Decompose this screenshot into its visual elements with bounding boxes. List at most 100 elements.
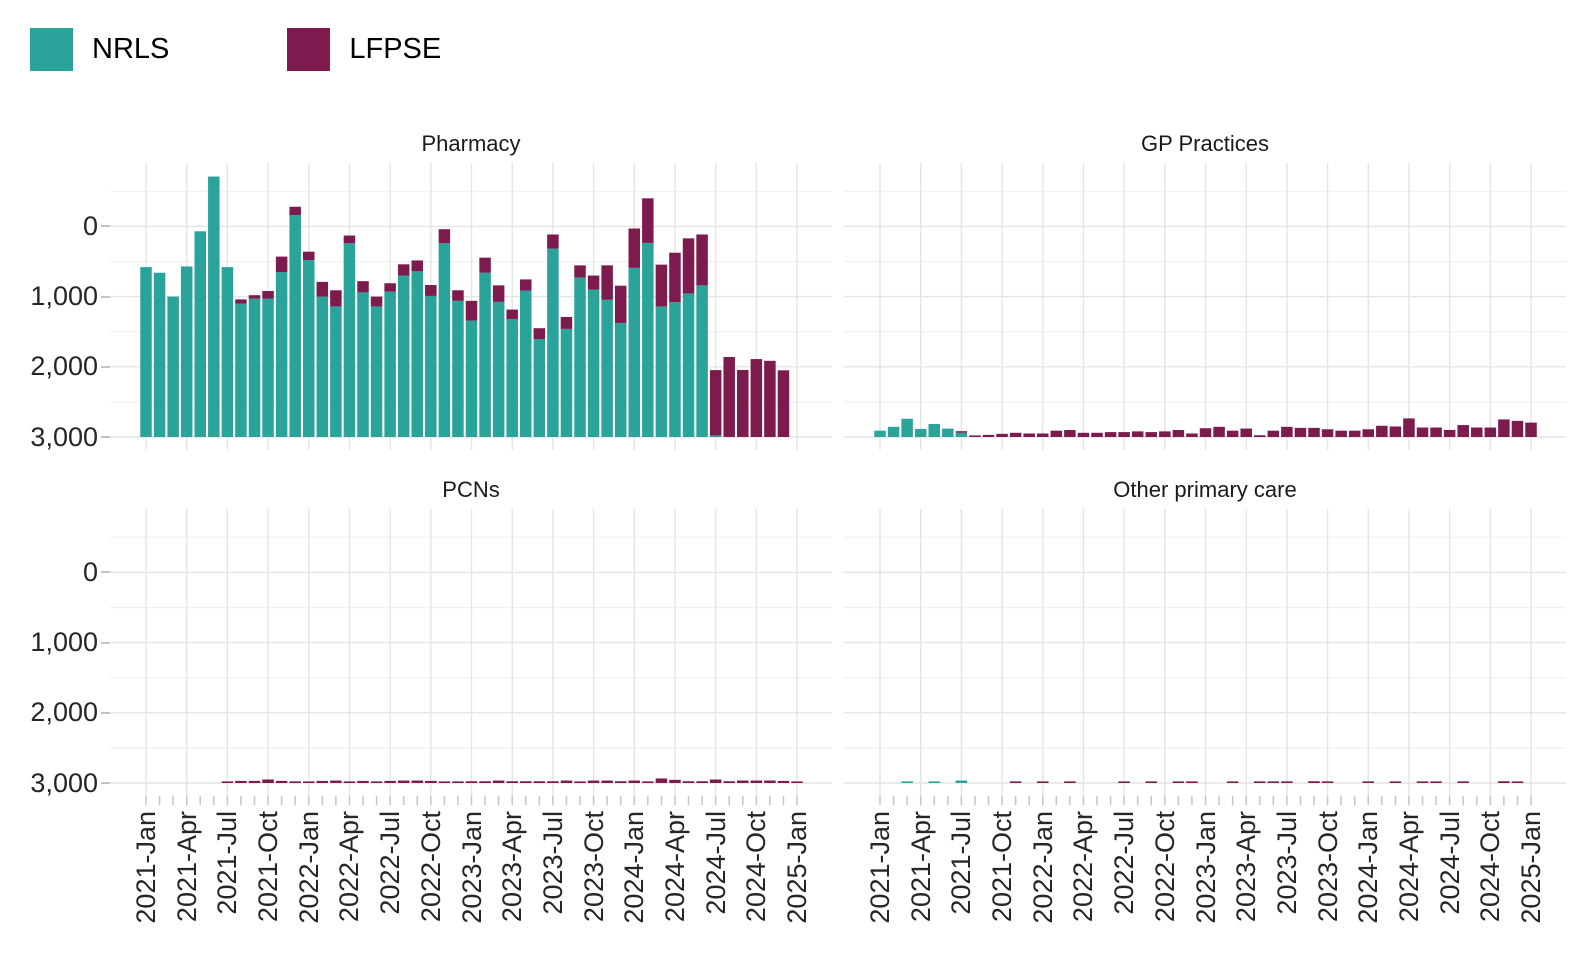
bar-segment-lfpse bbox=[506, 781, 518, 783]
bar-segment-nrls bbox=[709, 435, 722, 437]
y-axis-tick bbox=[101, 782, 110, 784]
bar-segment-lfpse bbox=[601, 780, 613, 783]
bar-segment-lfpse bbox=[1511, 781, 1524, 783]
y-axis-tick bbox=[101, 225, 110, 228]
bar-segment-lfpse bbox=[330, 290, 342, 307]
bar-segment-lfpse bbox=[1471, 427, 1483, 437]
bar-segment-lfpse bbox=[1118, 432, 1130, 437]
bar-segment-nrls bbox=[262, 298, 274, 437]
plot-area-other-primary-care bbox=[844, 509, 1566, 805]
bar-segment-lfpse bbox=[655, 778, 668, 783]
bar-segment-lfpse bbox=[1294, 427, 1307, 437]
bar-segment-nrls bbox=[587, 289, 600, 437]
y-axis-tick bbox=[101, 436, 110, 438]
bar-segment-nrls bbox=[560, 328, 573, 437]
bar-segment-lfpse bbox=[425, 285, 437, 296]
bar-segment-nrls bbox=[248, 298, 261, 437]
x-tick-label: 2022-Jul bbox=[1109, 811, 1140, 915]
bar-segment-lfpse bbox=[316, 281, 329, 297]
x-tick-label: 2023-Apr bbox=[497, 811, 528, 923]
bar-segment-lfpse bbox=[1457, 781, 1469, 783]
bar-segment-nrls bbox=[601, 299, 613, 437]
bar-segment-lfpse bbox=[682, 781, 695, 783]
bar-segment-lfpse bbox=[1362, 429, 1375, 437]
bar-segment-lfpse bbox=[777, 780, 790, 783]
bar-segment-lfpse bbox=[628, 228, 641, 268]
legend: NRLS LFPSE bbox=[30, 28, 441, 71]
bar-segment-lfpse bbox=[492, 780, 505, 783]
bar-segment-lfpse bbox=[1172, 781, 1185, 783]
bar-segment-nrls bbox=[955, 432, 968, 437]
y-tick-label: 0 bbox=[82, 556, 98, 587]
x-tick-label: 2024-Oct bbox=[741, 811, 772, 923]
x-tick-label: 2022-Jan bbox=[1027, 811, 1058, 924]
bar-segment-nrls bbox=[438, 243, 451, 437]
legend-item-nrls: NRLS bbox=[30, 28, 169, 71]
bar-segment-nrls bbox=[167, 296, 179, 437]
facet-title-gp-practices: GP Practices bbox=[1141, 131, 1269, 156]
bar-segment-lfpse bbox=[1430, 427, 1442, 437]
x-tick-label: 2025-Jan bbox=[782, 811, 813, 924]
bar-segment-lfpse bbox=[737, 780, 749, 783]
x-tick-label: 2022-Jan bbox=[293, 811, 324, 924]
bar-segment-nrls bbox=[628, 267, 641, 437]
bar-segment-lfpse bbox=[1348, 430, 1361, 437]
bar-segment-lfpse bbox=[1376, 425, 1388, 437]
x-tick-label: 2021-Oct bbox=[987, 811, 1018, 923]
facet-gp-practices: GP Practices bbox=[844, 125, 1566, 465]
bar-segment-nrls bbox=[479, 272, 491, 437]
bar-segment-lfpse bbox=[303, 251, 315, 261]
x-tick-label: 2024-Oct bbox=[1475, 811, 1506, 923]
bar-segment-lfpse bbox=[1321, 429, 1334, 437]
bar-segment-lfpse bbox=[1267, 781, 1280, 783]
bar-segment-nrls bbox=[533, 339, 546, 437]
bar-segment-lfpse bbox=[1186, 781, 1198, 783]
x-tick-label: 2024-Jan bbox=[1353, 811, 1384, 924]
bar-segment-nrls bbox=[928, 424, 941, 437]
bar-segment-lfpse bbox=[330, 780, 342, 783]
x-tick-label: 2023-Apr bbox=[1231, 811, 1262, 923]
x-tick-label: 2023-Oct bbox=[1312, 811, 1343, 923]
bar-segment-lfpse bbox=[1118, 781, 1130, 783]
bar-segment-lfpse bbox=[1308, 781, 1320, 783]
facet-title-pharmacy: Pharmacy bbox=[421, 131, 521, 156]
bar-segment-lfpse bbox=[370, 296, 383, 307]
bar-segment-lfpse bbox=[1023, 433, 1035, 437]
bar-segment-lfpse bbox=[411, 780, 424, 783]
bar-segment-nrls bbox=[682, 293, 695, 437]
bar-segment-lfpse bbox=[1186, 433, 1198, 437]
y-axis-tick bbox=[101, 295, 110, 298]
bar-segment-lfpse bbox=[438, 781, 451, 783]
bar-segment-nrls bbox=[411, 271, 424, 437]
bar-segment-nrls bbox=[330, 306, 342, 437]
bar-segment-lfpse bbox=[506, 309, 518, 320]
bar-segment-lfpse bbox=[1050, 430, 1063, 437]
bar-segment-lfpse bbox=[1009, 432, 1022, 437]
bar-segment-lfpse bbox=[248, 295, 261, 299]
y-tick-label: 1,000 bbox=[30, 281, 98, 312]
bar-segment-nrls bbox=[208, 176, 220, 438]
bar-segment-lfpse bbox=[587, 275, 600, 290]
bar-segment-lfpse bbox=[1484, 427, 1497, 437]
bar-segment-lfpse bbox=[642, 198, 654, 243]
y-tick-label: 3,000 bbox=[30, 421, 98, 452]
bar-segment-lfpse bbox=[465, 781, 478, 783]
lfpse-color-swatch bbox=[287, 28, 331, 71]
bar-segment-lfpse bbox=[520, 781, 532, 783]
bar-segment-lfpse bbox=[397, 780, 410, 783]
bar-segment-lfpse bbox=[1254, 435, 1266, 437]
x-tick-label: 2022-Jul bbox=[375, 811, 406, 915]
bar-segment-lfpse bbox=[343, 235, 356, 244]
bar-segment-lfpse bbox=[764, 780, 776, 783]
bar-segment-lfpse bbox=[1511, 420, 1524, 437]
bar-segment-nrls bbox=[901, 781, 913, 783]
bar-segment-nrls bbox=[942, 428, 954, 437]
bar-segment-lfpse bbox=[1335, 430, 1347, 437]
bar-segment-lfpse bbox=[492, 285, 505, 302]
bar-segment-lfpse bbox=[750, 780, 763, 783]
bar-segment-nrls bbox=[384, 291, 396, 437]
bar-segment-nrls bbox=[316, 296, 329, 437]
bar-segment-lfpse bbox=[1064, 429, 1076, 437]
bar-segment-lfpse bbox=[1254, 781, 1266, 783]
bar-segment-lfpse bbox=[275, 780, 288, 783]
